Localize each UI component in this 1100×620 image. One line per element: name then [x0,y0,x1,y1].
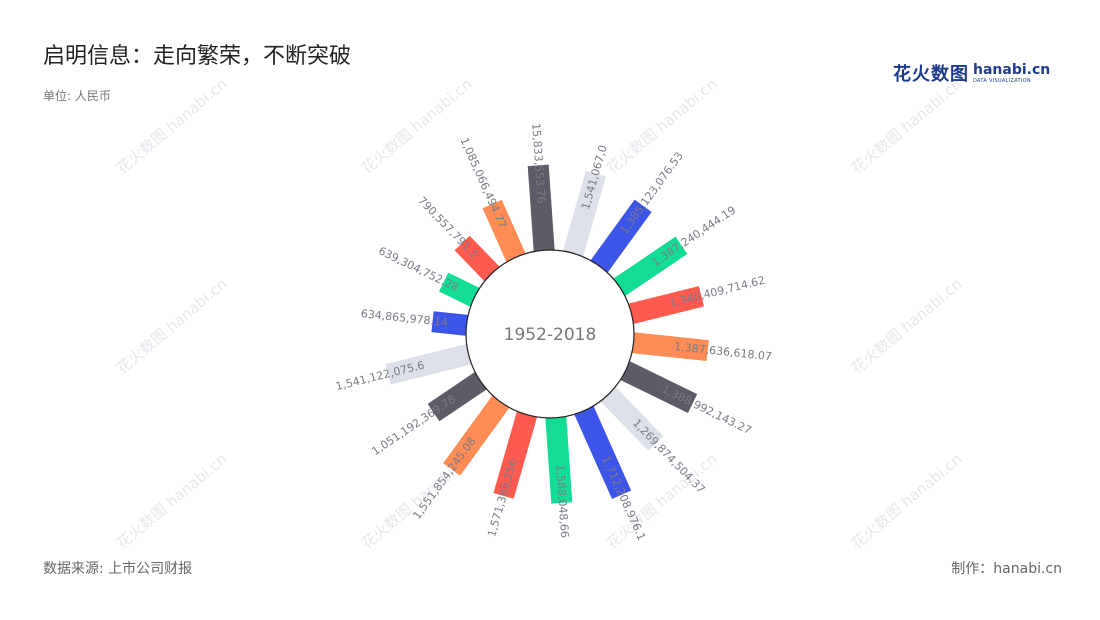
watermark-3: 花火数图 hanabi.cn [848,75,966,178]
bar-9 [493,408,539,499]
logo-en-block: hanabi.cn DATA VISUALIZATION [973,63,1050,84]
bar-16 [482,199,528,266]
bar-1 [588,199,652,276]
bar-label-5: 1,388,992,143.27 [660,383,754,438]
unit-label: 单位: 人民币 [43,89,111,103]
watermark-2: 花火数图 hanabi.cn [603,75,721,178]
bar-label-8: 1,588,048,66 [553,464,571,538]
bar-11 [427,370,490,422]
bar-8 [545,413,573,504]
watermark-0: 花火数图 hanabi.cn [113,75,231,178]
bar-7 [572,402,632,500]
bar-label-14: 639,304,752.28 [376,244,460,294]
bar-6 [598,384,664,451]
bar-3 [625,286,704,325]
source-note: 数据来源: 上市公司财报 [43,561,193,577]
bars-layer [385,164,709,504]
watermark-5: 花火数图 hanabi.cn [848,275,966,378]
bar-label-2: 1,387,240,444.19 [650,204,738,270]
logo-cn-text: 花火数图 [893,64,969,85]
bar-10 [443,392,512,476]
brand-logo: 花火数图 hanabi.cn DATA VISUALIZATION [893,60,1050,86]
bar-label-10: 1,551,854,245.08 [410,435,478,522]
bar-4 [628,331,709,362]
bar-13 [431,311,472,337]
bar-17 [527,164,555,255]
bar-15 [454,235,502,284]
bar-14 [439,272,483,309]
bar-label-17: 15,833,553.76 [529,123,548,204]
watermark-9: 花火数图 hanabi.cn [848,450,966,553]
logo-en-text: hanabi.cn [973,61,1051,78]
bar-12 [385,343,475,385]
bar-label-4: 1,387,636,618.07 [674,340,773,363]
center-label: 1952-2018 [504,325,597,345]
bar-label-13: 634,865,978.14 [360,307,448,329]
logo-sub-text: DATA VISUALIZATION [973,77,1031,84]
bar-label-11: 1,051,192,369.78 [369,393,457,459]
credit-note: 制作：hanabi.cn [951,561,1062,577]
bar-label-16: 1,085,066,494.77 [457,136,509,231]
bar-2 [610,236,688,298]
center-circle [465,249,635,419]
bar-label-15: 790,557,791.2 [415,194,480,261]
watermark-1: 花火数图 hanabi.cn [358,75,476,178]
bar-5 [617,359,698,413]
watermark-4: 花火数图 hanabi.cn [113,275,231,378]
bar-0 [561,170,607,260]
chart-title: 启明信息：走向繁荣，不断突破 [43,44,352,69]
watermark-6: 花火数图 hanabi.cn [113,450,231,553]
